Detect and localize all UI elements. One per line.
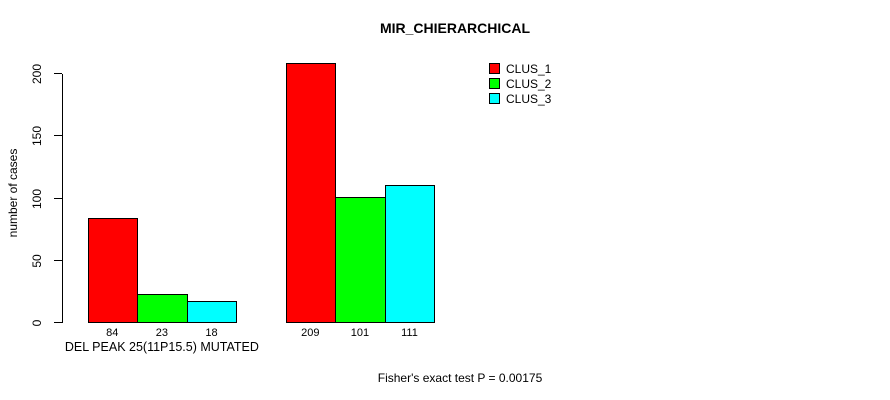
legend-label-clus-2: CLUS_2 (506, 76, 552, 91)
x-axis-group-label: DEL PEAK 25(11P15.5) MUTATED (64, 340, 259, 354)
bar-clus_3-group1 (186, 300, 238, 323)
y-axis-tick (54, 135, 62, 137)
legend-item-clus-3: CLUS_3 (489, 91, 551, 106)
bar-value-label: 23 (155, 327, 169, 339)
chart-title: MIR_CHIERARCHICAL (379, 20, 531, 36)
legend-swatch-clus-2 (489, 78, 500, 89)
legend-item-clus-1: CLUS_1 (489, 61, 551, 76)
bar-value-label: 209 (301, 327, 320, 339)
legend-item-clus-2: CLUS_2 (489, 76, 551, 91)
y-axis-tick-label: 150 (29, 126, 44, 147)
bar-clus_2-group1 (137, 294, 188, 323)
y-axis-tick (54, 259, 62, 261)
legend: CLUS_1 CLUS_2 CLUS_3 (489, 61, 551, 106)
bar-clus_2-group2 (335, 197, 386, 323)
legend-swatch-clus-1 (489, 63, 500, 74)
y-axis-tick-label: 100 (29, 188, 44, 209)
y-axis-tick-label: 50 (29, 254, 44, 268)
bar-value-label: 84 (106, 327, 119, 339)
legend-swatch-clus-3 (489, 93, 500, 104)
y-axis-line (62, 74, 63, 323)
bar-value-label: 18 (205, 327, 218, 339)
bar-clus_1-group1 (87, 218, 139, 323)
bar-value-label: 101 (350, 327, 370, 339)
y-axis-tick (54, 197, 62, 199)
legend-label-clus-1: CLUS_1 (506, 61, 552, 76)
bar-value-label: 111 (401, 327, 418, 339)
fisher-test-annotation: Fisher's exact test P = 0.00175 (377, 371, 543, 385)
y-axis-title: number of cases (6, 148, 20, 238)
legend-label-clus-3: CLUS_3 (506, 91, 552, 106)
bar-clus_1-group2 (285, 62, 337, 323)
y-axis-tick (54, 322, 62, 323)
bar-clus_3-group2 (384, 184, 436, 323)
y-axis-tick-label: 0 (29, 319, 44, 327)
y-axis-tick (54, 73, 62, 74)
y-axis-tick-label: 200 (29, 63, 44, 85)
